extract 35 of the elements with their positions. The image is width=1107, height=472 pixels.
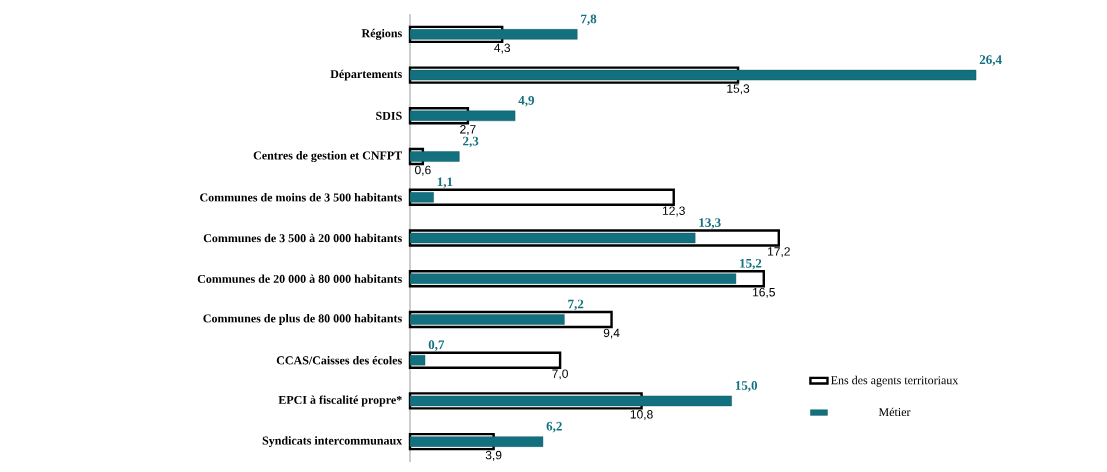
data-label: 7,0 <box>552 369 568 380</box>
data-label: 12,3 <box>662 206 685 217</box>
data-label: 3,9 <box>485 450 502 461</box>
text: Métier <box>878 407 911 417</box>
data-label: 15,0 <box>735 381 758 392</box>
legend-label: Ens des agents territoriaux <box>831 375 959 387</box>
y-tick-label: Communes de 20 000 à 80 000 habitants <box>197 274 402 283</box>
data-label: 6,2 <box>546 421 562 433</box>
data-label: 7,8 <box>581 14 597 26</box>
y-tick-label: Régions <box>361 28 402 40</box>
data-label: 13,3 <box>699 218 721 229</box>
data-label: 17,2 <box>768 247 790 258</box>
data-label: 10,8 <box>630 410 653 421</box>
data-label: 2,3 <box>463 136 479 148</box>
data-label: 7,2 <box>568 299 584 311</box>
data-label: 0,7 <box>428 340 445 351</box>
data-label: 4,9 <box>518 96 535 107</box>
data-label: 1,1 <box>437 177 453 189</box>
y-tick-label: EPCI à fiscalité propre* <box>278 395 402 407</box>
data-label: 16,5 <box>753 287 775 298</box>
y-tick-label: SDIS <box>376 111 402 120</box>
y-tick-label: Communes de 3 500 à 20 000 habitants <box>203 233 402 243</box>
data-label: 15,2 <box>740 258 762 270</box>
y-tick-label: Communes de moins de 3 500 habitants <box>200 193 402 202</box>
data-label: 9,4 <box>603 328 620 339</box>
data-label: 26,4 <box>979 55 1002 66</box>
y-tick-label: Départements <box>330 69 402 81</box>
y-tick-label: Syndicats intercommunaux <box>262 436 403 448</box>
data-label: 2,7 <box>460 125 476 135</box>
y-tick-label: Communes de plus de 80 000 habitants <box>203 314 402 325</box>
data-label: 15,3 <box>727 84 750 95</box>
data-label: 4,3 <box>494 43 511 54</box>
y-tick-label: Centres de gestion et CNFPT <box>253 151 403 163</box>
y-tick-label: CCAS/Caisses des écoles <box>276 355 402 365</box>
data-label: 0,6 <box>415 165 431 176</box>
